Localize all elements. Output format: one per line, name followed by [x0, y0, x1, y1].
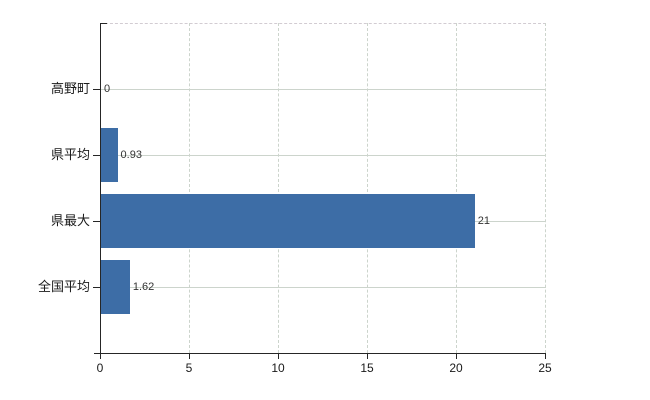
y-axis-top-tick: [100, 23, 107, 24]
category-tick: [93, 89, 100, 90]
x-tick: [278, 354, 279, 359]
category-label: 全国平均: [37, 279, 90, 294]
v-gridline: [545, 23, 546, 353]
h-gridline: [101, 287, 546, 288]
category-label: 高野町: [50, 81, 90, 96]
x-tick: [456, 354, 457, 359]
x-tick: [189, 354, 190, 359]
bar-value-label: 21: [477, 215, 491, 227]
v-gridline: [189, 23, 190, 353]
bar: [101, 194, 475, 248]
x-axis-line: [94, 353, 546, 354]
x-tick-label: 15: [360, 361, 374, 375]
x-tick: [367, 354, 368, 359]
v-gridline: [278, 23, 279, 353]
x-tick-label: 20: [449, 361, 463, 375]
bar-value-label: 1.62: [132, 281, 155, 293]
h-gridline: [101, 89, 546, 90]
x-tick-label: 25: [538, 361, 552, 375]
x-tick-label: 0: [96, 361, 104, 375]
x-tick: [100, 354, 101, 359]
x-tick: [545, 354, 546, 359]
bar-value-label: 0: [104, 83, 111, 95]
category-tick: [93, 287, 100, 288]
category-label: 県平均: [50, 147, 90, 162]
category-label: 県最大: [50, 213, 90, 228]
x-tick-label: 5: [185, 361, 193, 375]
plot-top-border: [100, 23, 546, 24]
x-tick-label: 10: [271, 361, 285, 375]
category-tick: [93, 155, 100, 156]
bar: [101, 260, 130, 314]
v-gridline: [456, 23, 457, 353]
bar: [101, 128, 118, 182]
y-axis-line: [100, 23, 101, 354]
bar-value-label: 0.93: [120, 149, 142, 161]
v-gridline: [367, 23, 368, 353]
category-tick: [93, 221, 100, 222]
h-gridline: [101, 155, 546, 156]
